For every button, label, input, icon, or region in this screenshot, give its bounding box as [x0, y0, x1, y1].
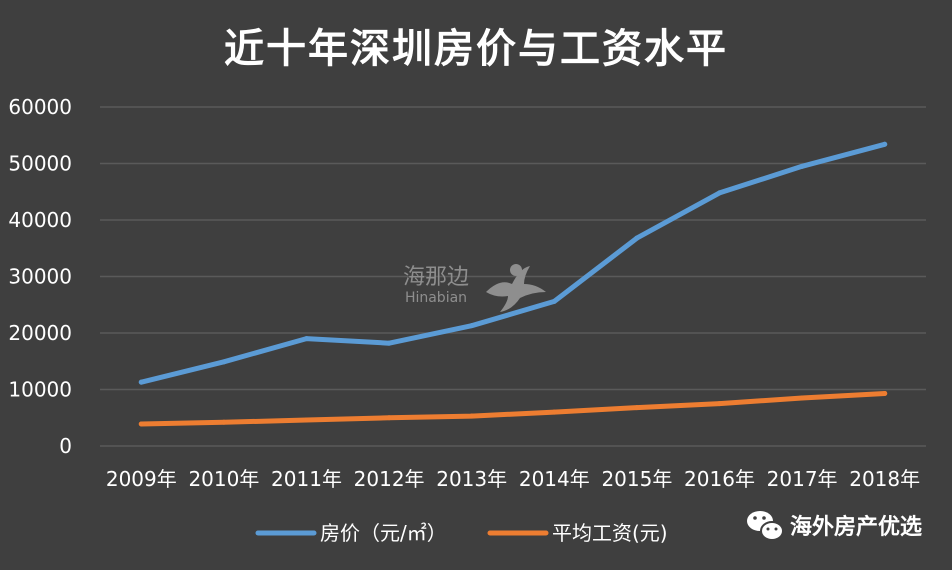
y-tick-label: 10000	[8, 378, 72, 402]
data-point	[386, 340, 392, 346]
x-tick-label: 2018年	[849, 467, 920, 491]
x-tick-label: 2011年	[271, 467, 342, 491]
data-point	[469, 413, 475, 419]
data-point	[304, 336, 309, 342]
series-line-1	[138, 391, 888, 427]
data-point	[717, 401, 722, 407]
series-lines	[138, 141, 888, 427]
x-tick-label: 2015年	[601, 467, 672, 491]
wechat-icon	[747, 511, 784, 541]
data-point	[882, 141, 888, 147]
data-point	[138, 421, 144, 427]
data-point	[634, 235, 640, 241]
x-tick-label: 2014年	[519, 467, 590, 491]
brand-name: 海外房产优选	[790, 514, 922, 540]
x-axis: 2009年 2010年 2011年 2012年 2013年 2014年 2015年 2016年…	[106, 467, 920, 491]
watermark-cn: 海那边	[403, 265, 469, 290]
gridlines	[100, 106, 926, 447]
data-point	[882, 390, 888, 396]
data-point	[221, 419, 227, 425]
y-tick-label: 50000	[8, 152, 72, 176]
x-tick-label: 2016年	[684, 467, 755, 491]
legend: 房价（元/㎡） 平均工资(元)	[255, 521, 668, 545]
y-tick-label: 30000	[8, 265, 72, 289]
data-point	[799, 163, 805, 169]
data-point	[551, 298, 557, 304]
series-line-0	[138, 141, 888, 385]
y-axis: 0 10000 20000 30000 40000 50000 60000	[8, 95, 72, 458]
x-tick-label: 2017年	[767, 467, 838, 491]
data-point	[717, 190, 722, 196]
chart-title: 近十年深圳房价与工资水平	[224, 26, 728, 72]
bird-logo-icon	[486, 264, 546, 312]
x-tick-label: 2013年	[436, 467, 507, 491]
legend-label: 房价（元/㎡）	[320, 521, 447, 545]
data-point	[799, 395, 805, 401]
y-tick-label: 60000	[8, 95, 72, 119]
watermark-en: Hinabian	[405, 290, 467, 306]
x-tick-label: 2012年	[354, 467, 425, 491]
y-tick-label: 0	[59, 434, 72, 458]
data-point	[386, 415, 392, 421]
y-tick-label: 20000	[8, 321, 72, 345]
data-point	[551, 409, 557, 415]
brand: 海外房产优选	[747, 511, 922, 541]
data-point	[221, 359, 227, 365]
x-tick-label: 2009年	[106, 467, 177, 491]
data-point	[138, 379, 144, 385]
watermark: 海那边 Hinabian	[403, 264, 546, 312]
legend-label: 平均工资(元)	[552, 521, 668, 545]
x-tick-label: 2010年	[188, 467, 259, 491]
data-point	[634, 405, 640, 411]
data-point	[469, 323, 475, 329]
y-tick-label: 40000	[8, 208, 72, 232]
data-point	[304, 417, 309, 423]
